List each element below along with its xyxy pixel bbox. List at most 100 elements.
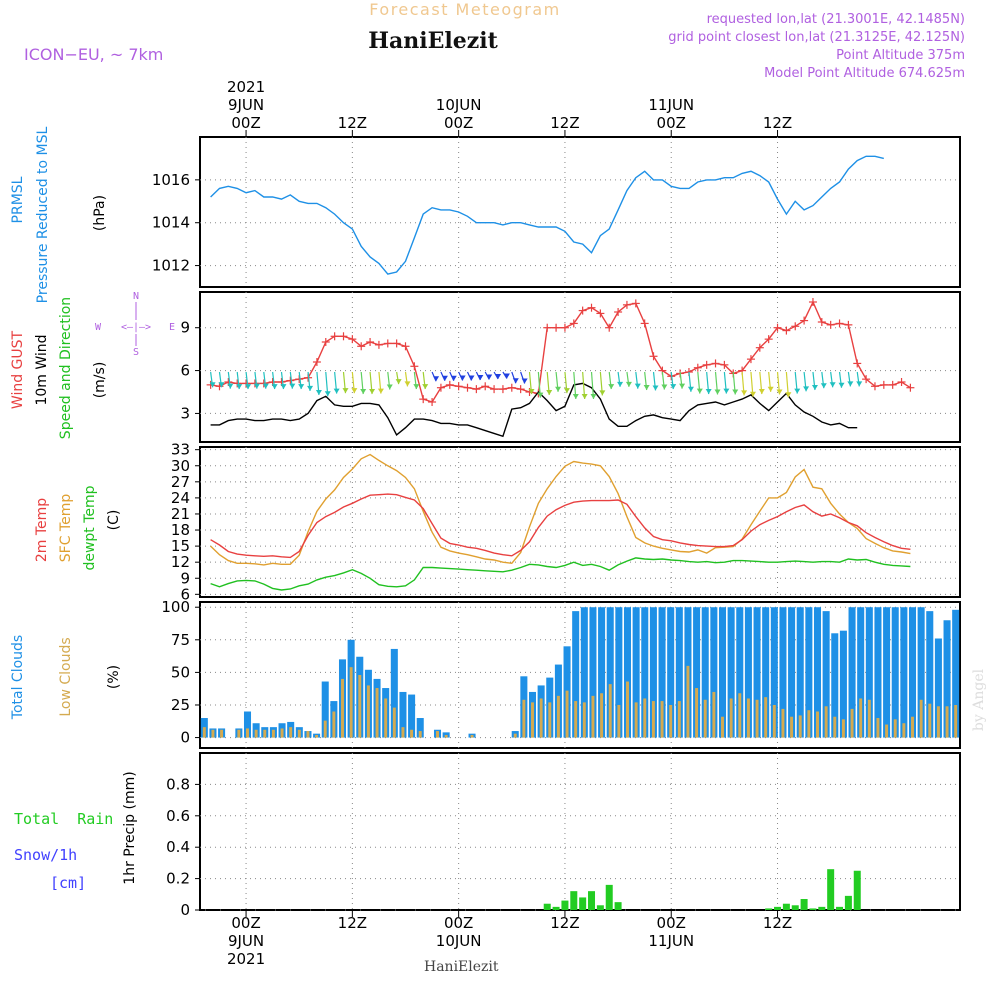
clouds-ylabel: Total Clouds Low Clouds (%)	[10, 635, 122, 720]
watermark: by Angel	[971, 668, 987, 731]
temperature-ytick-label: 33	[171, 441, 190, 459]
wind-arrow-head	[634, 383, 641, 389]
requested-coords: requested lon,lat (21.3001E, 42.1485N)	[707, 12, 965, 27]
total-clouds-bar	[572, 611, 580, 738]
low-clouds-bar	[885, 724, 889, 738]
wind-arrow-head	[236, 384, 243, 390]
clouds-ytick-label: 25	[171, 696, 190, 714]
wind-panel: 3 6 9	[180, 291, 961, 443]
temperature-ytick-label: 21	[171, 505, 190, 523]
total-clouds-bar	[675, 607, 683, 738]
low-clouds-bar	[211, 729, 215, 738]
wind-arrow-head	[351, 388, 358, 394]
top-axis-label: 00Z	[657, 114, 686, 132]
wind-arrow-head	[477, 375, 484, 380]
total-clouds-bar	[580, 607, 588, 738]
low-clouds-bar	[608, 684, 612, 738]
low-clouds-bar	[772, 704, 776, 738]
wind-ylabel: Wind GUST 10m Wind Speed and Direction (…	[10, 291, 175, 439]
wind-arrow-head	[785, 392, 792, 398]
low-clouds-bar	[824, 706, 828, 738]
low-clouds-bar	[332, 711, 336, 738]
wind-arrow-head	[468, 375, 475, 381]
total-clouds-bar	[744, 607, 752, 738]
total-clouds-bar	[788, 607, 796, 738]
low-clouds-bar	[945, 706, 949, 738]
wind-arrow-head	[377, 388, 384, 394]
temperature-frame	[199, 446, 961, 598]
precip-legend-snow: Snow/1h	[14, 846, 77, 864]
bottom-axis-label: 11JUN	[648, 932, 694, 950]
clouds-ytick-label: 75	[171, 631, 190, 649]
wind-arrow-head	[820, 383, 827, 389]
wind-ylabel-3: Speed and Direction	[58, 297, 74, 439]
rain-bar	[844, 895, 852, 910]
clouds-ylabel-1: Total Clouds	[10, 635, 26, 720]
temp-2m-line	[210, 493, 911, 559]
wind-frame	[199, 291, 961, 443]
total-clouds-bar	[693, 607, 701, 738]
low-clouds-bar	[263, 729, 267, 738]
low-clouds-bar	[513, 733, 517, 738]
low-clouds-bar	[695, 688, 699, 738]
grid-point-coords: grid point closest lon,lat (21.3125E, 42…	[668, 30, 965, 45]
total-clouds-bar	[753, 607, 761, 738]
top-axis-label: 00Z	[231, 114, 260, 132]
total-clouds-bar	[796, 607, 804, 738]
wind-arrow-head	[369, 389, 376, 395]
total-clouds-bar	[934, 638, 942, 738]
wind-ytick-label: 3	[180, 404, 190, 422]
bottom-axis-label: 12Z	[338, 914, 367, 932]
low-clouds-bar	[954, 704, 958, 738]
low-clouds-bar	[591, 695, 595, 738]
wind-arrow-head	[307, 385, 314, 391]
wind-speed-line	[210, 382, 858, 438]
wind-arrow-head	[608, 384, 615, 390]
wind-arrow-head	[838, 382, 845, 388]
bottom-axis-label: 9JUN	[228, 932, 264, 950]
wind-arrow-head	[495, 374, 502, 379]
low-clouds-bar	[410, 729, 414, 738]
wind-arrow-head	[459, 375, 466, 381]
wind-arrow-head	[643, 385, 650, 390]
low-clouds-bar	[790, 716, 794, 738]
precip-ytick-label: 0.8	[166, 775, 190, 793]
temperature-ytick-label: 12	[171, 553, 190, 571]
low-clouds-bar	[867, 699, 871, 738]
wind-arrow-head	[289, 383, 296, 389]
low-clouds-bar	[392, 707, 396, 738]
wind-arrow-head	[732, 389, 739, 395]
total-clouds-bar	[917, 607, 925, 738]
precip-ytick-label: 0.2	[166, 870, 190, 888]
total-clouds-bar	[813, 607, 822, 738]
clouds-unit: (%)	[106, 665, 122, 689]
bottom-axis-label: 10JUN	[436, 932, 482, 950]
wind-unit: (m/s)	[92, 362, 108, 399]
pressure-ylabel: PRMSL Pressure Reduced to MSL (hPa)	[10, 126, 108, 303]
wind-arrow-head	[218, 382, 225, 388]
wind-arrow-head	[749, 391, 756, 397]
compass-e: E	[169, 322, 175, 333]
wind-arrow-head	[546, 389, 553, 395]
rain-bar	[800, 899, 808, 910]
wind-arrow-head	[324, 391, 331, 397]
wind-arrow-head	[705, 389, 712, 395]
wind-arrow-head	[271, 384, 278, 390]
bottom-axis-label: 12Z	[550, 914, 579, 932]
wind-arrow-head	[245, 384, 252, 390]
total-clouds-bar	[598, 607, 606, 738]
temp-ylabel-1: 2m Temp	[34, 498, 50, 562]
compass-n: N	[133, 291, 139, 302]
low-clouds-bar	[634, 702, 638, 738]
total-clouds-bar	[321, 681, 329, 738]
total-clouds-bar	[779, 607, 787, 738]
rain-bar	[774, 906, 782, 910]
wind-arrow-head	[590, 394, 597, 399]
low-clouds-bar	[600, 693, 604, 738]
low-clouds-bar	[712, 691, 716, 738]
total-clouds-bar	[649, 607, 657, 738]
